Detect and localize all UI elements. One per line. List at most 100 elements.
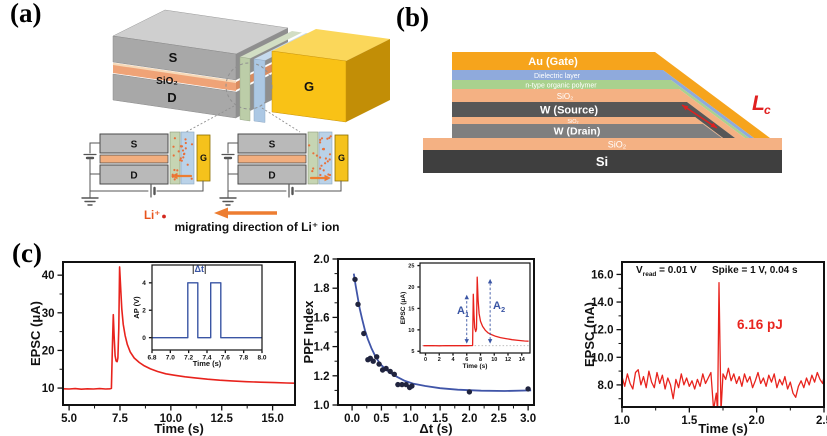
delta-t-text: Δt (194, 264, 204, 274)
layer-au-gate (452, 52, 770, 138)
li-ion-dots (171, 135, 332, 181)
y-tick-label: 15 (408, 306, 414, 312)
li-ion-particle (190, 143, 194, 146)
y-tick-label: 1.0 (314, 400, 330, 412)
x-tick-label: 3.0 (520, 413, 536, 425)
x-tick-label: 2.0 (749, 415, 765, 427)
dielectric-label: Dielectric layer (534, 73, 581, 80)
migration-arrowhead (214, 207, 228, 219)
data-point (391, 371, 397, 377)
li-ion-particle (171, 175, 174, 178)
y-tick-label: 1.8 (314, 283, 331, 295)
x-tick-label: 1.5 (681, 415, 698, 427)
li-ion-particle (190, 177, 193, 180)
li-ion-particle (172, 145, 175, 148)
x-tick-label: 6 (465, 357, 468, 363)
plot-frame (337, 258, 535, 406)
y-tick-label: 1.4 (314, 342, 331, 354)
lc-arrow (681, 104, 718, 129)
polymer-strip-front (239, 56, 251, 122)
plot-frame (621, 261, 825, 408)
li-ion-particle (175, 173, 178, 176)
x-tick-label: 8 (479, 357, 482, 363)
au-gate-label: Au (Gate) (528, 56, 578, 68)
layer-sio2-base (423, 138, 782, 150)
x-tick-label: 0.5 (373, 413, 390, 425)
data-point (466, 389, 473, 395)
y-tick-label: 10 (42, 383, 55, 395)
li-ion-particle (315, 154, 318, 157)
device-3d-schematic: S SiO₂ D G (81, 9, 390, 234)
li-ion-particle (324, 157, 327, 160)
chart-ap-inset: 6.8 7.0 7.2 7.4 7.6 7.8 8.0 0 2 4 Time (s) AP (V) (132, 264, 267, 368)
li-ion-particle (183, 152, 186, 155)
x-tick-label: 7.2 (184, 355, 193, 362)
x-tick-label: 1.0 (403, 413, 419, 425)
a2-subscript: 2 (500, 305, 506, 315)
li-ion-particle (184, 138, 187, 141)
layer-dielectric (452, 70, 754, 138)
delta-t-annotation: |Δt| (192, 265, 207, 274)
sio2-upper-label: SiO₂ (557, 92, 573, 101)
li-ion-particle (179, 159, 182, 162)
y-tick-label: 25 (408, 263, 414, 269)
li-ion-particle (326, 160, 329, 163)
layer-w-source (452, 102, 735, 138)
y-tick-label: 16.0 (591, 269, 613, 281)
data-point (361, 330, 367, 337)
inset-left-source-label: S (131, 140, 138, 151)
li-ion-particle (328, 158, 331, 161)
x-tick-label: 2 (438, 357, 441, 363)
sio2-thin-label: SiO₂ (567, 119, 578, 125)
sio2-base-label: SiO₂ (608, 140, 627, 150)
inset-right-gate-label: G (338, 153, 345, 163)
x-tick-label: 14 (519, 357, 526, 363)
y-tick-label: 20 (408, 285, 414, 291)
zoom-circle (225, 62, 273, 110)
source-slab-front (112, 35, 237, 81)
x-tick-label: 7.0 (166, 355, 175, 362)
x-tick-label: 1.5 (432, 413, 449, 425)
li-ion-particle (320, 164, 323, 167)
li-ion-particle (325, 177, 328, 180)
data-point (409, 383, 415, 389)
a1-subscript: 1 (464, 310, 470, 320)
lc-label: L (752, 92, 765, 115)
li-ion-particle (326, 137, 329, 140)
gate-block-side (346, 39, 390, 122)
gate-block-front (271, 50, 347, 123)
y-axis-label: AP (V) (132, 296, 141, 319)
y-tick-label: 1.2 (314, 371, 330, 383)
plot-frame (62, 261, 296, 406)
data-point (383, 365, 389, 372)
layer-polymer (452, 80, 749, 138)
li-ion-particle (173, 178, 176, 181)
series-epsc-pair-pulse (423, 276, 529, 347)
layer-sio2-thin (452, 117, 723, 138)
x-tick-label: 7.5 (112, 413, 129, 425)
li-ion-particle (322, 147, 325, 150)
si-label: Si (596, 154, 608, 169)
source-3d-label: S (169, 50, 178, 65)
drain-slab-front (112, 73, 237, 119)
drain-3d-label: D (167, 90, 176, 105)
li-ion-particle (319, 138, 322, 141)
y-tick-label: 20 (42, 345, 55, 357)
y-axis-label: EPSC (nA) (582, 302, 597, 367)
li-ion-particle (179, 157, 182, 160)
li-ion-particle (184, 141, 187, 145)
y-axis-label: EPSC (μA) (400, 292, 407, 325)
data-point (525, 386, 531, 392)
li-ion-particle (319, 167, 322, 170)
plot-frame (419, 262, 531, 354)
x-axis-label: Time (s) (698, 421, 748, 436)
device-cross-section: Au (Gate) Dielectric layer n-type organi… (423, 52, 782, 173)
li-ion-particle (312, 167, 315, 170)
li-ion-particle (319, 141, 322, 144)
y-axis-label: EPSC (μA) (28, 301, 43, 366)
a1-annotation: A1 (457, 306, 469, 319)
y-tick-label: 10 (408, 328, 414, 334)
data-point (387, 368, 393, 375)
y-tick-label: 10.0 (591, 352, 613, 364)
